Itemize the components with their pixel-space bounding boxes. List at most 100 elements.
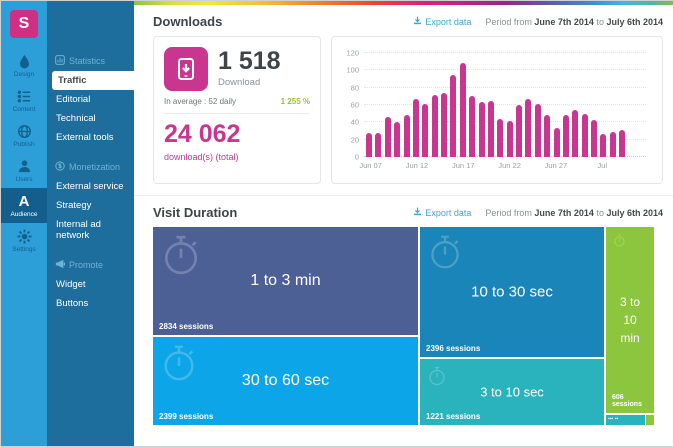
chart-bar[interactable] bbox=[384, 117, 391, 157]
rail-item-users[interactable]: Users bbox=[1, 153, 47, 188]
chart-bar[interactable] bbox=[487, 100, 494, 157]
chart-bar[interactable] bbox=[366, 132, 372, 157]
y-axis-tick-label: 100 bbox=[346, 65, 359, 75]
globe-icon bbox=[17, 124, 32, 139]
phone-download-icon bbox=[164, 47, 208, 91]
rail-item-label: Design bbox=[13, 71, 35, 78]
subnav-section-statistics: Statistics bbox=[47, 51, 134, 71]
rail-item-publish[interactable]: Publish bbox=[1, 118, 47, 153]
subnav-item-technical[interactable]: Technical bbox=[56, 113, 96, 124]
downloads-total-label: download(s) (total) bbox=[164, 152, 239, 162]
treemap-tile-10-to-30-sec[interactable]: 10 to 30 sec 2396 sessions bbox=[420, 227, 604, 357]
chart-bar[interactable] bbox=[534, 104, 541, 157]
chart-bar[interactable] bbox=[544, 115, 551, 157]
rail-item-content[interactable]: Content bbox=[1, 83, 47, 118]
downloads-period: Period from June 7th 2014 to July 6th 20… bbox=[485, 16, 663, 27]
x-axis-tick-label: Jun 27 bbox=[544, 161, 568, 171]
treemap-tile-small-strip[interactable]: ▪▪▪ ▪▪ bbox=[606, 415, 645, 425]
rail-item-label: Audience bbox=[10, 211, 38, 218]
chart-bar[interactable] bbox=[562, 115, 569, 157]
drop-icon bbox=[17, 54, 32, 69]
chart-bar[interactable] bbox=[422, 104, 429, 157]
subnav-item-traffic[interactable]: Traffic bbox=[52, 71, 134, 90]
stopwatch-icon bbox=[427, 366, 447, 391]
chart-bar[interactable] bbox=[516, 105, 522, 157]
downloads-count-label: Download bbox=[218, 77, 261, 88]
tile-sessions: 606 sessions bbox=[612, 393, 642, 409]
chart-bar[interactable] bbox=[412, 98, 419, 157]
visit-duration-treemap: 1 to 3 min 2834 sessions 30 to 60 sec 23… bbox=[153, 227, 654, 425]
downloads-count: 1 518 bbox=[218, 47, 281, 75]
treemap-tile-3-to-10-min[interactable]: 3 to 10 min 606 sessions bbox=[606, 227, 654, 413]
downloads-export-button[interactable]: Export data bbox=[413, 16, 471, 27]
chart-bar[interactable] bbox=[619, 130, 626, 157]
chart-bar[interactable] bbox=[450, 74, 457, 157]
chart-bar[interactable] bbox=[375, 132, 382, 157]
brand-logo[interactable]: S bbox=[10, 10, 38, 38]
subnav-section-promote: Promote bbox=[47, 255, 134, 275]
chart-gridline: 0 bbox=[355, 153, 646, 162]
treemap-tile-3-to-10-sec[interactable]: 3 to 10 sec 1221 sessions bbox=[420, 359, 604, 425]
chart-bar[interactable] bbox=[525, 98, 532, 157]
tile-label: 3 to 10 sec bbox=[480, 384, 544, 400]
chart-bar[interactable] bbox=[441, 92, 447, 157]
chart-bar[interactable] bbox=[459, 63, 466, 157]
bar-chart-icon bbox=[55, 55, 65, 67]
treemap-tile-1-to-3-min[interactable]: 1 to 3 min 2834 sessions bbox=[153, 227, 418, 335]
subnav-item-external-tools[interactable]: External tools bbox=[56, 132, 114, 143]
rail-item-design[interactable]: Design bbox=[1, 48, 47, 83]
rail-item-audience[interactable]: A Audience bbox=[1, 188, 47, 223]
chart-bar[interactable] bbox=[431, 95, 438, 157]
tile-sessions: 2834 sessions bbox=[159, 322, 214, 331]
chart-bar[interactable] bbox=[600, 134, 607, 157]
x-axis-tick-label: Jun 17 bbox=[452, 161, 475, 171]
subnav-item-external-service[interactable]: External service bbox=[56, 181, 124, 192]
chart-bar[interactable] bbox=[469, 96, 476, 157]
chart-bar[interactable] bbox=[478, 102, 485, 157]
chart-gridline: 40 bbox=[351, 118, 646, 127]
rail-item-label: Users bbox=[15, 176, 33, 183]
visit-duration-title: Visit Duration bbox=[153, 205, 238, 220]
treemap-tile-30-to-60-sec[interactable]: 30 to 60 sec 2399 sessions bbox=[153, 337, 418, 425]
x-axis-tick-label: Jun 12 bbox=[405, 161, 429, 171]
list-icon bbox=[17, 89, 32, 104]
subnav-item-buttons[interactable]: Buttons bbox=[56, 298, 89, 309]
tile-label: 3 to 10 min bbox=[619, 295, 640, 345]
y-axis-tick-label: 120 bbox=[346, 48, 359, 58]
tile-label: 30 to 60 sec bbox=[241, 372, 330, 389]
subnav-item-internal-ad-network[interactable]: Internal ad network bbox=[56, 219, 101, 241]
chart-gridline: 20 bbox=[351, 135, 646, 144]
rail-item-label: Publish bbox=[13, 141, 35, 148]
downloads-total: 24 062 bbox=[164, 120, 241, 148]
downloads-average: In average : 52 daily bbox=[164, 97, 237, 106]
divider bbox=[164, 113, 310, 114]
chart-bar[interactable] bbox=[591, 119, 597, 157]
chart-bar[interactable] bbox=[553, 127, 560, 157]
chart-bar[interactable] bbox=[497, 118, 504, 157]
subnav-item-strategy[interactable]: Strategy bbox=[56, 200, 92, 211]
tile-sessions: 2399 sessions bbox=[159, 412, 214, 421]
x-axis-tick-label: Jul bbox=[597, 161, 608, 171]
chart-bar[interactable] bbox=[506, 121, 513, 157]
downloads-growth: 1 255 % bbox=[280, 97, 310, 106]
downloads-stats-card: 1 518 Download In average : 52 daily 1 2… bbox=[153, 36, 321, 184]
treemap-tile-corner[interactable] bbox=[646, 415, 654, 425]
downloads-chart-plot[interactable]: 0 20 40 60 80 100 120 Jun 07 Jun 12 Jun 17 Jun 22 J… bbox=[346, 49, 646, 170]
rail-item-label: Settings bbox=[12, 246, 36, 253]
chart-bar[interactable] bbox=[609, 131, 616, 157]
rail-item-settings[interactable]: Settings bbox=[1, 223, 47, 258]
y-axis-tick-label: 40 bbox=[350, 117, 359, 127]
chart-bar[interactable] bbox=[394, 122, 401, 157]
subnav-item-editorial[interactable]: Editorial bbox=[56, 94, 91, 105]
chart-bar[interactable] bbox=[403, 115, 410, 157]
subnav-item-widget[interactable]: Widget bbox=[56, 279, 86, 290]
x-axis-tick-label: Jun 22 bbox=[498, 161, 521, 171]
tile-label: 10 to 30 sec bbox=[471, 283, 553, 301]
subnav-section-label: Statistics bbox=[69, 56, 106, 66]
y-axis-tick-label: 80 bbox=[350, 83, 359, 93]
coin-icon bbox=[55, 161, 65, 173]
visit-duration-export-button[interactable]: Export data bbox=[413, 207, 471, 218]
chart-bar[interactable] bbox=[581, 113, 588, 157]
chart-bar[interactable] bbox=[572, 110, 579, 157]
